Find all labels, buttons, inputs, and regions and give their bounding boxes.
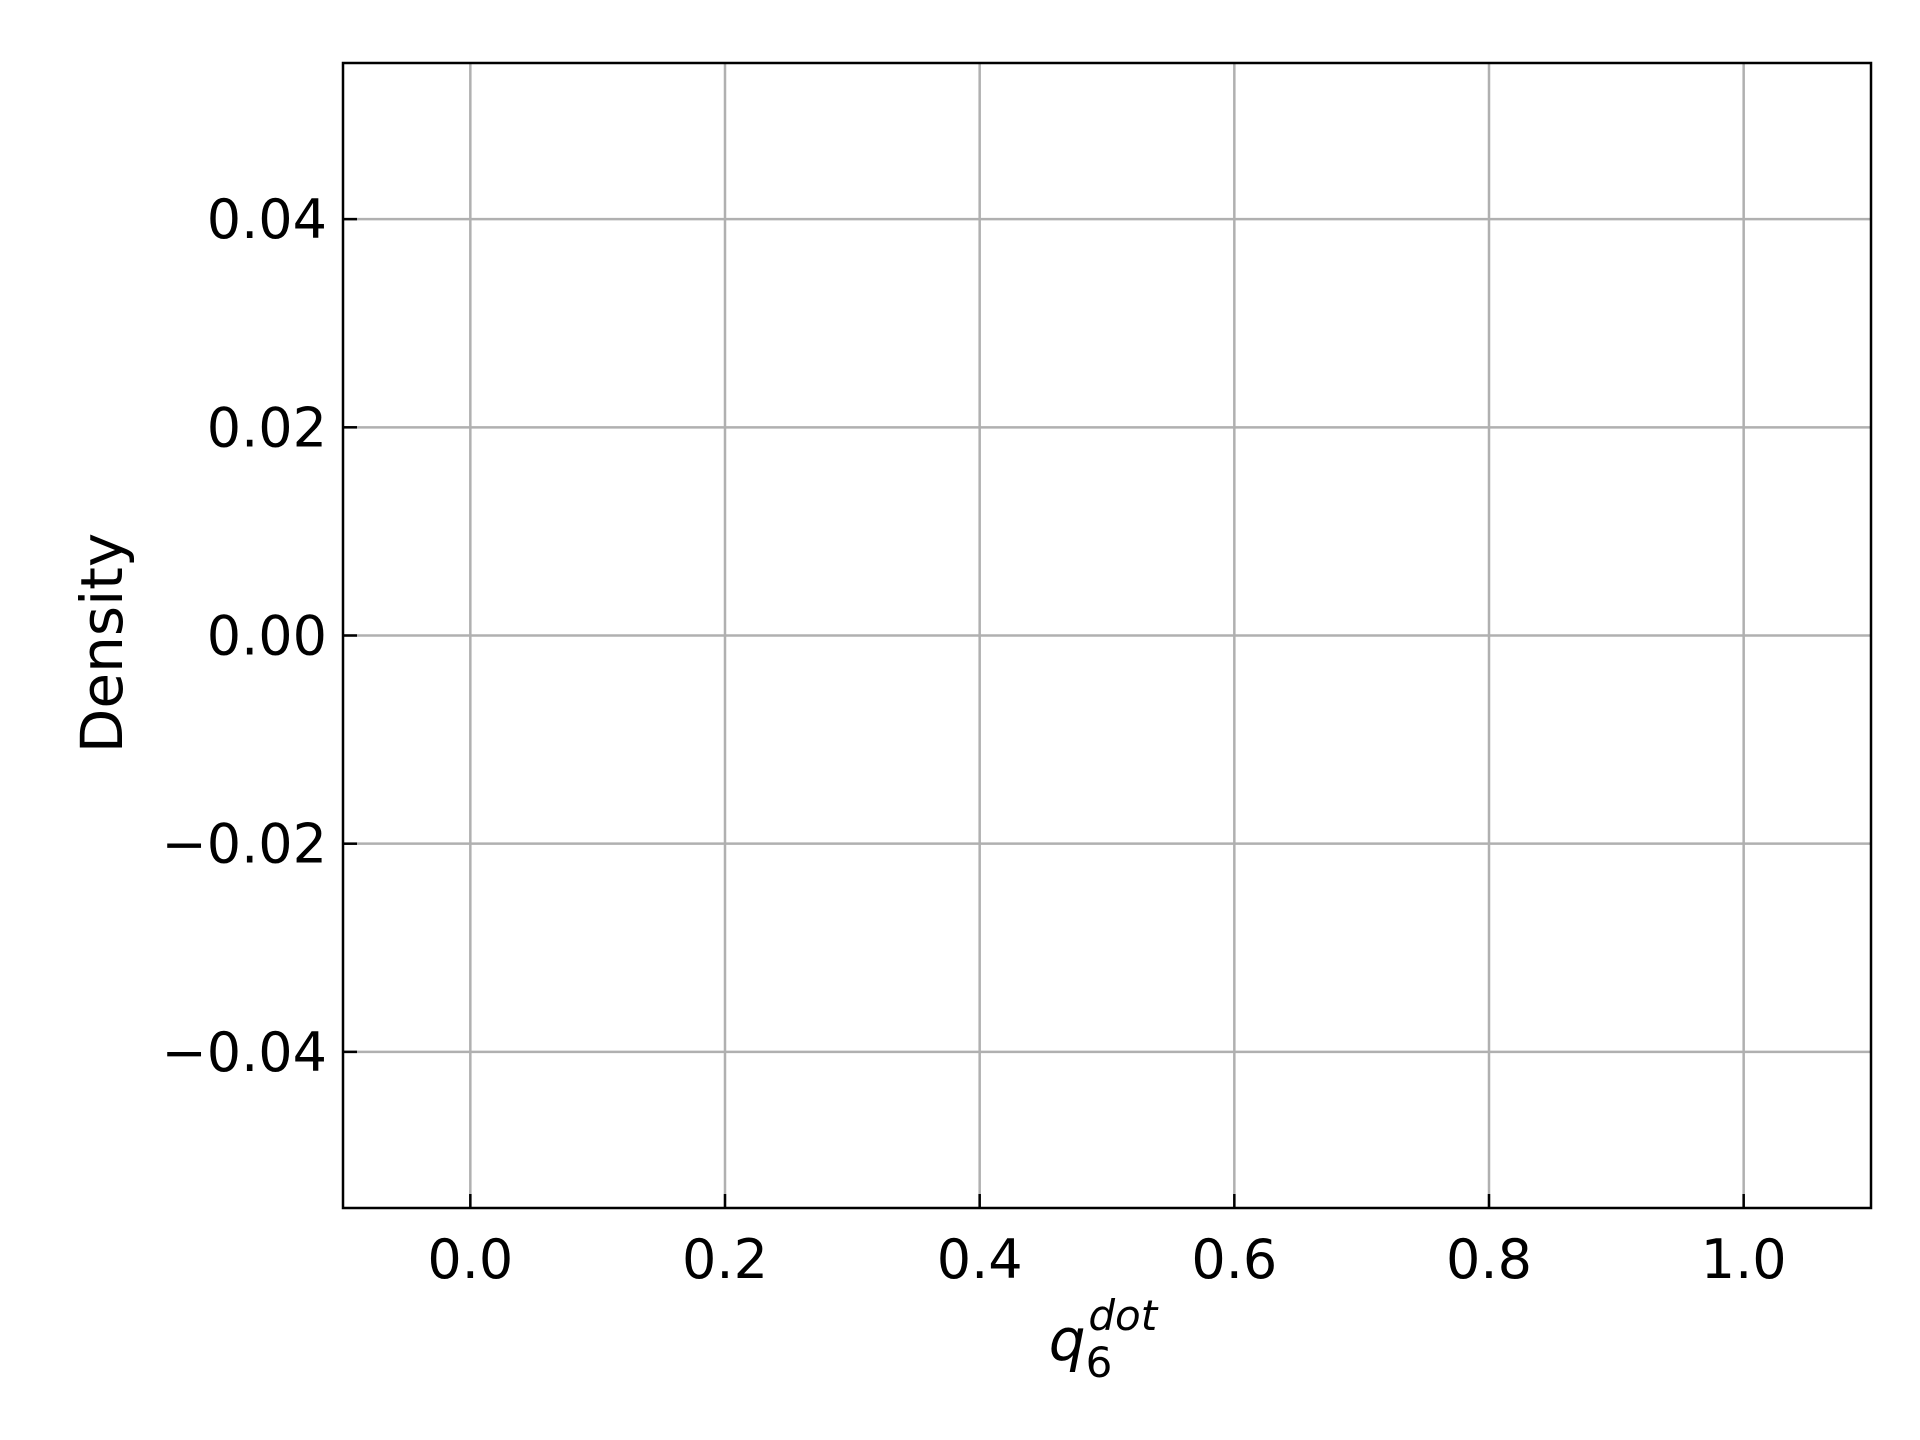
x-axis-label-superscript: dot <box>1088 1291 1158 1340</box>
x-tick-label: 0.8 <box>1446 1228 1532 1291</box>
y-tick-label: 0.04 <box>207 188 327 251</box>
y-tick-label: 0.02 <box>207 396 327 459</box>
tick-marks <box>343 217 1745 1208</box>
y-axis-label: Density <box>68 533 136 754</box>
x-axis-label: q6dot <box>1049 1291 1159 1387</box>
x-tick-label: 0.2 <box>682 1228 768 1291</box>
x-tick-label: 0.0 <box>427 1228 513 1291</box>
y-tick-labels: 0.04 0.02 0.00 −0.02 −0.04 <box>162 188 327 1084</box>
grid-lines <box>343 63 1871 1208</box>
x-tick-label: 0.6 <box>1191 1228 1277 1291</box>
y-tick-label: 0.00 <box>207 605 327 668</box>
y-tick-label: −0.02 <box>162 813 327 876</box>
x-tick-label: 0.4 <box>937 1228 1023 1291</box>
plot-area-frame <box>341 61 1873 1210</box>
x-axis-label-subscript: 6 <box>1086 1338 1113 1387</box>
y-tick-label: −0.04 <box>162 1021 327 1084</box>
x-tick-labels: 0.0 0.2 0.4 0.6 0.8 1.0 <box>427 1228 1786 1291</box>
x-tick-label: 1.0 <box>1701 1228 1787 1291</box>
x-axis-label-base: q <box>1049 1306 1086 1374</box>
